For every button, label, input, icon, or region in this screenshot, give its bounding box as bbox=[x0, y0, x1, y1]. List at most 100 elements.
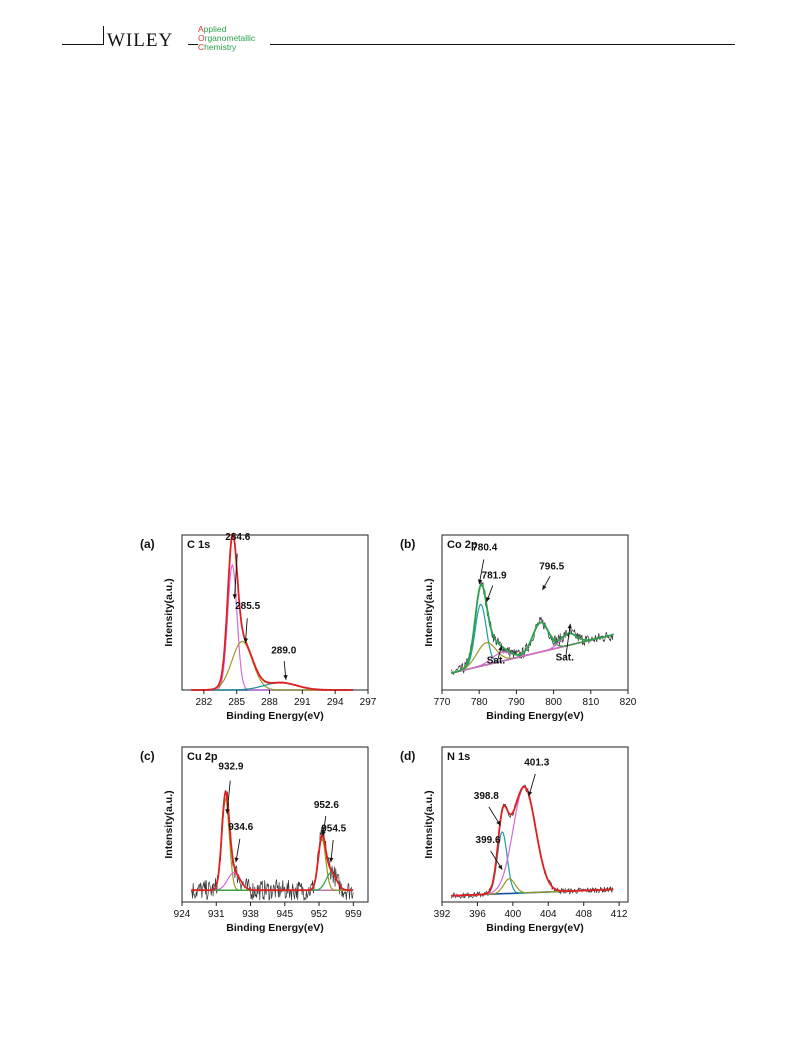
fit-envelope-line bbox=[191, 790, 354, 892]
x-tick-label: 291 bbox=[294, 697, 311, 708]
annotation-arrowhead bbox=[234, 857, 239, 863]
panel-title: Co 2p bbox=[447, 539, 478, 551]
journal-line: Chemistry bbox=[198, 42, 237, 52]
panel-label: (c) bbox=[140, 749, 155, 763]
x-tick-label: 959 bbox=[345, 909, 362, 920]
y-axis-label: Intensity(a.u.) bbox=[423, 578, 435, 646]
publisher-logo: WILEY bbox=[107, 30, 176, 52]
xps-panel: 770 780 790 800 810 820 Binding Energy(eV) Inte… bbox=[400, 534, 637, 722]
x-tick-label: 931 bbox=[208, 909, 225, 920]
x-axis-label: Binding Energy(eV) bbox=[226, 922, 323, 934]
y-axis-label: Intensity(a.u.) bbox=[163, 578, 175, 646]
x-tick-label: 294 bbox=[327, 697, 344, 708]
annotation-arrowhead bbox=[283, 675, 288, 680]
x-tick-label: 396 bbox=[469, 909, 486, 920]
peak-annotation: 932.9 bbox=[218, 762, 243, 773]
x-axis-label: Binding Energy(eV) bbox=[486, 922, 583, 934]
annotation-arrowhead bbox=[498, 645, 503, 651]
x-tick-label: 820 bbox=[620, 697, 637, 708]
peak-annotation: 399.6 bbox=[476, 835, 501, 846]
fit-envelope-line bbox=[451, 785, 614, 897]
peak-annotation: 398.8 bbox=[474, 791, 499, 802]
x-axis-label: Binding Energy(eV) bbox=[486, 710, 583, 722]
x-tick-label: 945 bbox=[276, 909, 293, 920]
peak-annotation: 285.5 bbox=[235, 601, 260, 612]
annotation-arrowhead bbox=[486, 596, 491, 602]
peak-annotation: 796.5 bbox=[539, 561, 564, 572]
annotation-arrowhead bbox=[232, 594, 237, 599]
journal-line: Applied bbox=[198, 24, 227, 34]
x-tick-label: 392 bbox=[434, 909, 451, 920]
xps-panel: 282 285 288 291 294 297 Binding Energy(eV) Inte… bbox=[140, 532, 377, 722]
journal-logo: Applied Organometallic Chemistry bbox=[198, 25, 255, 52]
x-tick-label: 770 bbox=[434, 697, 451, 708]
xps-panel: 924 931 938 945 952 959 Binding Energy(eV) Inte… bbox=[140, 746, 369, 934]
peak-annotation: 952.6 bbox=[314, 800, 339, 811]
annotation-arrowhead bbox=[496, 820, 501, 826]
annotation-arrow bbox=[234, 553, 238, 599]
peak-annotation: 401.3 bbox=[524, 757, 549, 768]
peak-annotation: 954.5 bbox=[321, 823, 346, 834]
annotation-arrow bbox=[565, 623, 571, 658]
page-header: WILEY Applied Organometallic Chemistry bbox=[0, 0, 793, 70]
fit-envelope-line bbox=[191, 532, 354, 691]
panel-title: Cu 2p bbox=[187, 751, 218, 763]
xps-figure-svg: 282 285 288 291 294 297 Binding Energy(eV) Inte… bbox=[140, 532, 637, 934]
header-rule-left bbox=[62, 44, 104, 45]
peak-annotation: 934.6 bbox=[228, 822, 253, 833]
peak-annotation: 289.0 bbox=[271, 645, 296, 656]
peak-annotation: 780.4 bbox=[472, 542, 497, 553]
x-tick-label: 404 bbox=[540, 909, 557, 920]
peak-annotation: Sat. bbox=[556, 653, 575, 664]
annotation-arrowhead bbox=[477, 579, 483, 585]
x-tick-label: 938 bbox=[242, 909, 259, 920]
header-rule-mid bbox=[188, 44, 198, 45]
raw-data-line bbox=[190, 533, 354, 692]
annotation-arrowhead bbox=[225, 809, 230, 814]
annotation-arrowhead bbox=[243, 638, 248, 643]
x-tick-label: 297 bbox=[360, 697, 377, 708]
header-rule-right bbox=[270, 44, 735, 45]
x-tick-label: 952 bbox=[311, 909, 328, 920]
x-tick-label: 400 bbox=[505, 909, 522, 920]
annotation-arrowhead bbox=[329, 857, 334, 863]
y-axis-label: Intensity(a.u.) bbox=[423, 790, 435, 858]
plot-frame bbox=[181, 534, 369, 691]
x-tick-label: 412 bbox=[611, 909, 628, 920]
x-tick-label: 282 bbox=[196, 697, 213, 708]
journal-line: Organometallic bbox=[198, 33, 256, 43]
x-tick-label: 810 bbox=[582, 697, 599, 708]
x-tick-label: 285 bbox=[228, 697, 245, 708]
panel-title: N 1s bbox=[447, 751, 470, 763]
component-peak-line bbox=[191, 563, 354, 691]
x-tick-label: 408 bbox=[575, 909, 592, 920]
x-tick-label: 288 bbox=[261, 697, 278, 708]
annotation-arrowhead bbox=[542, 585, 547, 591]
panel-title: C 1s bbox=[187, 539, 210, 551]
header-tick bbox=[103, 26, 104, 45]
annotation-arrowhead bbox=[498, 864, 503, 870]
annotation-arrowhead bbox=[321, 831, 326, 836]
x-tick-label: 924 bbox=[174, 909, 191, 920]
x-tick-label: 780 bbox=[471, 697, 488, 708]
panel-label: (d) bbox=[400, 749, 415, 763]
x-axis-label: Binding Energy(eV) bbox=[226, 710, 323, 722]
plot-frame bbox=[441, 746, 629, 903]
xps-figure: 282 285 288 291 294 297 Binding Energy(eV) Inte… bbox=[140, 525, 640, 945]
y-axis-label: Intensity(a.u.) bbox=[163, 790, 175, 858]
plot-frame bbox=[181, 746, 369, 903]
panel-label: (b) bbox=[400, 537, 415, 551]
x-tick-label: 790 bbox=[508, 697, 525, 708]
peak-annotation: 284.6 bbox=[225, 532, 250, 543]
annotation-arrow bbox=[226, 780, 231, 814]
peak-annotation: Sat. bbox=[487, 656, 506, 667]
peak-annotation: 781.9 bbox=[482, 570, 507, 581]
x-tick-label: 800 bbox=[545, 697, 562, 708]
annotation-arrowhead bbox=[527, 791, 533, 797]
annotation-arrowhead bbox=[567, 623, 572, 629]
panel-label: (a) bbox=[140, 537, 155, 551]
component-peak-line bbox=[191, 797, 354, 891]
plot-frame bbox=[441, 534, 629, 691]
xps-panel: 392 396 400 404 408 412 Binding Energy(eV) Inte… bbox=[400, 746, 629, 934]
fit-envelope-line bbox=[451, 583, 614, 674]
